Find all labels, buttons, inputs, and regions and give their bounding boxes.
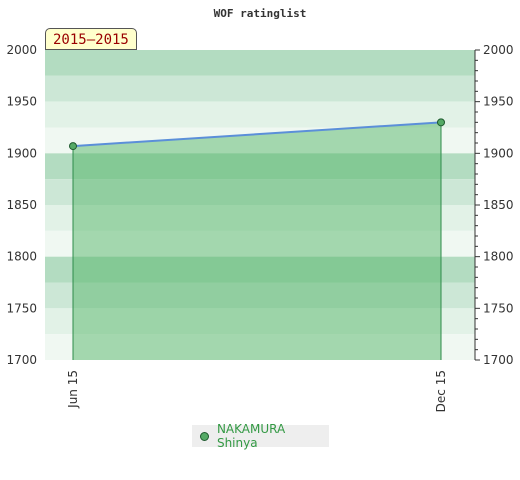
legend-marker-icon <box>200 431 209 441</box>
data-point <box>437 118 445 127</box>
legend[interactable]: NAKAMURA Shinya <box>192 422 329 450</box>
y-axis-right: 1700 1750 1800 1850 1900 1950 2000 <box>474 43 514 367</box>
y-tick-label-left: 1900 <box>6 146 37 160</box>
y-axis-left: 1700 1750 1800 1850 1900 1950 2000 <box>6 43 37 367</box>
y-tick-label-left: 1850 <box>6 198 37 212</box>
period-label: 2015–2015 <box>45 28 137 50</box>
y-tick-label-right: 2000 <box>483 43 514 57</box>
x-axis: Jun 15 Dec 15 <box>66 370 448 412</box>
y-tick-label-left: 1950 <box>6 95 37 109</box>
y-tick-label-right: 1850 <box>483 198 514 212</box>
grid-band <box>45 75 475 102</box>
y-tick-label-left: 1750 <box>6 301 37 315</box>
series-line-path <box>72 121 442 148</box>
grid-band <box>45 101 475 128</box>
data-point <box>69 142 77 151</box>
y-tick-label-left: 2000 <box>6 43 37 57</box>
series-line <box>72 121 442 148</box>
y-tick-label-left: 1700 <box>6 353 37 367</box>
x-tick-label: Dec 15 <box>434 370 448 412</box>
y-tick-label-left: 1800 <box>6 250 37 264</box>
y-tick-label-right: 1900 <box>483 146 514 160</box>
x-tick-label: Jun 15 <box>66 370 80 409</box>
y-tick-label-right: 1950 <box>483 95 514 109</box>
legend-label: NAKAMURA Shinya <box>216 422 286 450</box>
y-tick-label-right: 1800 <box>483 250 514 264</box>
data-points <box>69 118 445 151</box>
series-area <box>72 122 442 360</box>
grid-band <box>45 50 475 76</box>
y-tick-label-right: 1700 <box>483 353 514 367</box>
y-tick-label-right: 1750 <box>483 301 514 315</box>
series-area-fill <box>73 122 441 360</box>
chart-title: WOF ratinglist <box>214 7 307 20</box>
